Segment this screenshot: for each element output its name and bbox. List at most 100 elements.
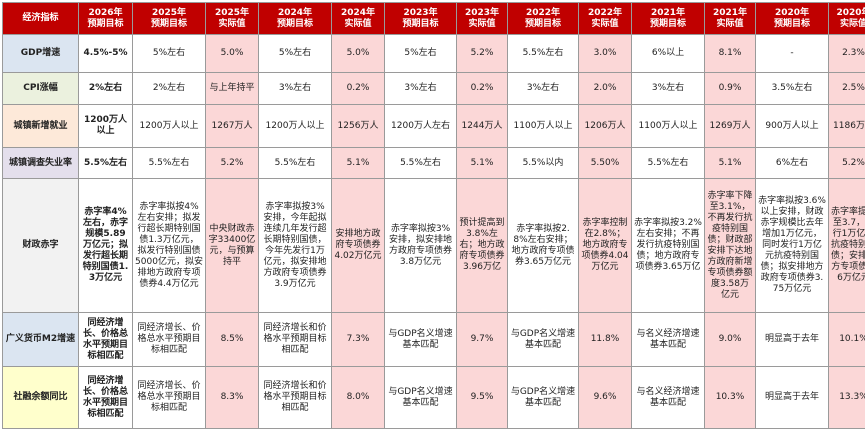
cell-fiscal-deficit-col-13: 赤字率提高至3.7，发行1万亿元抗疫特别国债；安排地方专项债3.6万亿元	[828, 178, 865, 313]
cell-employment-col-13: 1186万人	[828, 104, 865, 148]
cell-gdp-col-12: -	[755, 34, 829, 73]
row-label-unemployment: 城镇调查失业率	[2, 147, 79, 179]
cell-cpi-col-10: 3%左右	[631, 72, 705, 105]
cell-employment-col-4: 1200万人以上	[258, 104, 332, 148]
cell-fiscal-deficit-col-2: 赤字率拟按4%左右安排；拟发行超长期特别国债1.3万亿元，拟发行特别国债5000…	[132, 178, 206, 313]
header-col-2: 2025年 预期目标	[132, 2, 206, 35]
cell-fiscal-deficit-col-7: 预计提高到3.8%左右；地方政府专项债券3.96万亿	[456, 178, 508, 313]
table-row-social-financing: 社融余额同比 同经济增长、价格总水平预期目标相匹配 同经济增长、价格总水平预期目标相…	[2, 366, 865, 429]
header-col-5: 2024年 实际值	[331, 2, 385, 35]
row-label-cpi: CPI涨幅	[2, 72, 79, 105]
cell-cpi-col-2: 2%左右	[132, 72, 206, 105]
cell-social-financing-col-7: 9.5%	[456, 366, 508, 429]
cell-fiscal-deficit-col-11: 赤字率下降至3.1%，不再发行抗疫特别国债；财政部安排下达地方政府新增专项债券额…	[704, 178, 756, 313]
header-col-7: 2023年 实际值	[456, 2, 508, 35]
table-row-m2: 广义货币M2增速 同经济增长、价格总水平预期目标相匹配 同经济增长、价格总水平预期目…	[2, 312, 865, 367]
cell-gdp-col-8: 5.5%左右	[507, 34, 579, 73]
cell-unemployment-col-1: 5.5%左右	[78, 147, 133, 179]
cell-cpi-col-11: 0.9%	[704, 72, 756, 105]
table-body: GDP增速 4.5%-5% 5%左右 5.0% 5%左右 5.0% 5%左右 5.2% 5.5%…	[2, 34, 865, 429]
cell-social-financing-col-5: 8.0%	[331, 366, 385, 429]
cell-unemployment-col-9: 5.50%	[578, 147, 632, 179]
cell-m2-col-1: 同经济增长、价格总水平预期目标相匹配	[78, 312, 133, 367]
cell-fiscal-deficit-col-5: 安排地方政府专项债券4.02万亿元	[331, 178, 385, 313]
cell-social-financing-col-9: 9.6%	[578, 366, 632, 429]
cell-gdp-col-6: 5%左右	[384, 34, 457, 73]
cell-m2-col-5: 7.3%	[331, 312, 385, 367]
cell-cpi-col-1: 2%左右	[78, 72, 133, 105]
cell-fiscal-deficit-col-1: 赤字率4%左右，赤字规模5.89万亿元；拟发行超长期特别国债1.3万亿元	[78, 178, 133, 313]
cell-unemployment-col-4: 5.5%左右	[258, 147, 332, 179]
cell-unemployment-col-11: 5.1%	[704, 147, 756, 179]
table-row-employment: 城镇新增就业 1200万人以上 1200万人以上 1267万人 1200万人以上 1256…	[2, 104, 865, 148]
cell-employment-col-1: 1200万人以上	[78, 104, 133, 148]
cell-fiscal-deficit-col-3: 中央财政赤字33400亿元，与预算持平	[205, 178, 259, 313]
cell-employment-col-9: 1206万人	[578, 104, 632, 148]
cell-employment-col-12: 900万人以上	[755, 104, 829, 148]
cell-unemployment-col-12: 6%左右	[755, 147, 829, 179]
cell-unemployment-col-13: 5.2%	[828, 147, 865, 179]
header-col-11: 2021年 实际值	[704, 2, 756, 35]
cell-fiscal-deficit-col-4: 赤字率拟按3%安排，今年起拟连续几年发行超长期特别国债，今年先发行1万亿元，拟安…	[258, 178, 332, 313]
cell-gdp-col-9: 3.0%	[578, 34, 632, 73]
cell-gdp-col-2: 5%左右	[132, 34, 206, 73]
cell-social-financing-col-13: 13.3%	[828, 366, 865, 429]
table-row-cpi: CPI涨幅 2%左右 2%左右 与上年持平 3%左右 0.2% 3%左右 0.2% 3%左右 2.…	[2, 72, 865, 105]
cell-social-financing-col-1: 同经济增长、价格总水平预期目标相匹配	[78, 366, 133, 429]
cell-gdp-col-3: 5.0%	[205, 34, 259, 73]
cell-gdp-col-1: 4.5%-5%	[78, 34, 133, 73]
cell-cpi-col-12: 3.5%左右	[755, 72, 829, 105]
cell-gdp-col-4: 5%左右	[258, 34, 332, 73]
cell-m2-col-6: 与GDP名义增速基本匹配	[384, 312, 457, 367]
cell-unemployment-col-3: 5.2%	[205, 147, 259, 179]
cell-m2-col-4: 同经济增长和价格水平预期目标相匹配	[258, 312, 332, 367]
cell-fiscal-deficit-col-9: 赤字率控制在2.8%；地方政府专项债券4.04万亿元	[578, 178, 632, 313]
cell-employment-col-7: 1244万人	[456, 104, 508, 148]
cell-cpi-col-3: 与上年持平	[205, 72, 259, 105]
cell-m2-col-11: 9.0%	[704, 312, 756, 367]
cell-gdp-col-10: 6%以上	[631, 34, 705, 73]
cell-employment-col-3: 1267万人	[205, 104, 259, 148]
cell-cpi-col-7: 0.2%	[456, 72, 508, 105]
cell-cpi-col-9: 2.0%	[578, 72, 632, 105]
cell-social-financing-col-3: 8.3%	[205, 366, 259, 429]
cell-gdp-col-5: 5.0%	[331, 34, 385, 73]
cell-unemployment-col-2: 5.5%左右	[132, 147, 206, 179]
cell-social-financing-col-11: 10.3%	[704, 366, 756, 429]
cell-employment-col-2: 1200万人以上	[132, 104, 206, 148]
cell-social-financing-col-10: 与名义经济增速基本匹配	[631, 366, 705, 429]
header-row: 经济指标 2026年 预期目标 2025年 预期目标 2025年 实际值 2024年 预…	[2, 2, 865, 35]
header-col-4: 2024年 预期目标	[258, 2, 332, 35]
table-row-fiscal-deficit: 财政赤字 赤字率4%左右，赤字规模5.89万亿元；拟发行超长期特别国债1.3万亿元…	[2, 178, 865, 313]
cell-m2-col-12: 明显高于去年	[755, 312, 829, 367]
cell-cpi-col-4: 3%左右	[258, 72, 332, 105]
cell-social-financing-col-2: 同经济增长、价格总水平预期目标相匹配	[132, 366, 206, 429]
cell-m2-col-10: 与名义经济增速基本匹配	[631, 312, 705, 367]
cell-social-financing-col-12: 明显高于去年	[755, 366, 829, 429]
cell-cpi-col-6: 3%左右	[384, 72, 457, 105]
cell-unemployment-col-7: 5.1%	[456, 147, 508, 179]
row-label-employment: 城镇新增就业	[2, 104, 79, 148]
cell-employment-col-6: 1200万人左右	[384, 104, 457, 148]
header-indicator: 经济指标	[2, 2, 79, 35]
cell-fiscal-deficit-col-10: 赤字率拟按3.2%左右安排；不再发行抗疫特别国债；地方政府专项债券3.65万亿	[631, 178, 705, 313]
cell-unemployment-col-6: 5.5%左右	[384, 147, 457, 179]
cell-gdp-col-11: 8.1%	[704, 34, 756, 73]
cell-m2-col-2: 同经济增长、价格总水平预期目标相匹配	[132, 312, 206, 367]
cell-gdp-col-13: 2.3%	[828, 34, 865, 73]
cell-fiscal-deficit-col-12: 赤字率拟按3.6%以上安排，财政赤字规模比去年增加1万亿元，同时发行1万亿元抗疫…	[755, 178, 829, 313]
header-col-6: 2023年 预期目标	[384, 2, 457, 35]
cell-employment-col-10: 1100万人以上	[631, 104, 705, 148]
row-label-fiscal-deficit: 财政赤字	[2, 178, 79, 313]
header-col-1: 2026年 预期目标	[78, 2, 133, 35]
cell-social-financing-col-4: 同经济增长和价格水平预期目标相匹配	[258, 366, 332, 429]
cell-m2-col-8: 与GDP名义增速基本匹配	[507, 312, 579, 367]
table-row-gdp: GDP增速 4.5%-5% 5%左右 5.0% 5%左右 5.0% 5%左右 5.2% 5.5%…	[2, 34, 865, 73]
header-col-12: 2020年 预期目标	[755, 2, 829, 35]
cell-social-financing-col-8: 与GDP名义增速基本匹配	[507, 366, 579, 429]
cell-m2-col-9: 11.8%	[578, 312, 632, 367]
cell-unemployment-col-5: 5.1%	[331, 147, 385, 179]
cell-employment-col-11: 1269万人	[704, 104, 756, 148]
cell-gdp-col-7: 5.2%	[456, 34, 508, 73]
cell-cpi-col-5: 0.2%	[331, 72, 385, 105]
